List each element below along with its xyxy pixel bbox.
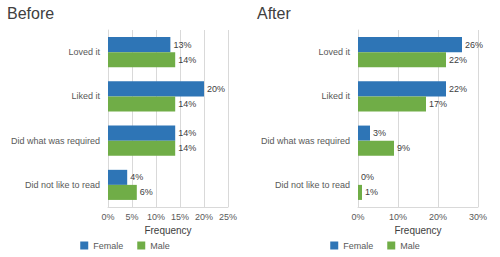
svg-text:17%: 17%: [429, 99, 447, 109]
svg-text:20%: 20%: [207, 84, 225, 94]
svg-text:25%: 25%: [219, 212, 237, 222]
svg-text:Female: Female: [343, 241, 373, 251]
svg-text:30%: 30%: [469, 212, 487, 222]
svg-text:Before: Before: [7, 5, 54, 22]
svg-text:1%: 1%: [365, 187, 378, 197]
svg-text:0%: 0%: [351, 212, 364, 222]
svg-text:6%: 6%: [140, 187, 153, 197]
svg-text:Did what was required: Did what was required: [11, 136, 100, 146]
svg-text:Loved it: Loved it: [318, 47, 350, 57]
svg-text:9%: 9%: [397, 143, 410, 153]
svg-text:10%: 10%: [147, 212, 165, 222]
svg-text:3%: 3%: [373, 128, 386, 138]
svg-text:Male: Male: [400, 241, 420, 251]
svg-text:Did not like to read: Did not like to read: [275, 180, 350, 190]
svg-text:Loved it: Loved it: [68, 47, 100, 57]
svg-text:10%: 10%: [389, 212, 407, 222]
svg-text:14%: 14%: [178, 143, 196, 153]
svg-text:15%: 15%: [171, 212, 189, 222]
svg-text:20%: 20%: [429, 212, 447, 222]
svg-text:14%: 14%: [178, 128, 196, 138]
svg-text:14%: 14%: [178, 55, 196, 65]
svg-text:5%: 5%: [125, 212, 138, 222]
svg-text:13%: 13%: [173, 40, 191, 50]
svg-text:Liked it: Liked it: [321, 91, 350, 101]
svg-text:Frequency: Frequency: [144, 225, 191, 236]
svg-text:4%: 4%: [130, 172, 143, 182]
svg-text:0%: 0%: [101, 212, 114, 222]
svg-text:20%: 20%: [195, 212, 213, 222]
svg-text:After: After: [257, 5, 291, 22]
svg-text:0%: 0%: [361, 172, 374, 182]
svg-text:Female: Female: [93, 241, 123, 251]
svg-text:Male: Male: [150, 241, 170, 251]
svg-text:Did what was required: Did what was required: [261, 136, 350, 146]
svg-text:26%: 26%: [465, 40, 483, 50]
svg-text:Liked it: Liked it: [71, 91, 100, 101]
svg-text:14%: 14%: [178, 99, 196, 109]
svg-text:22%: 22%: [449, 55, 467, 65]
svg-text:22%: 22%: [449, 84, 467, 94]
svg-text:Frequency: Frequency: [394, 225, 441, 236]
svg-text:Did not like to read: Did not like to read: [25, 180, 100, 190]
